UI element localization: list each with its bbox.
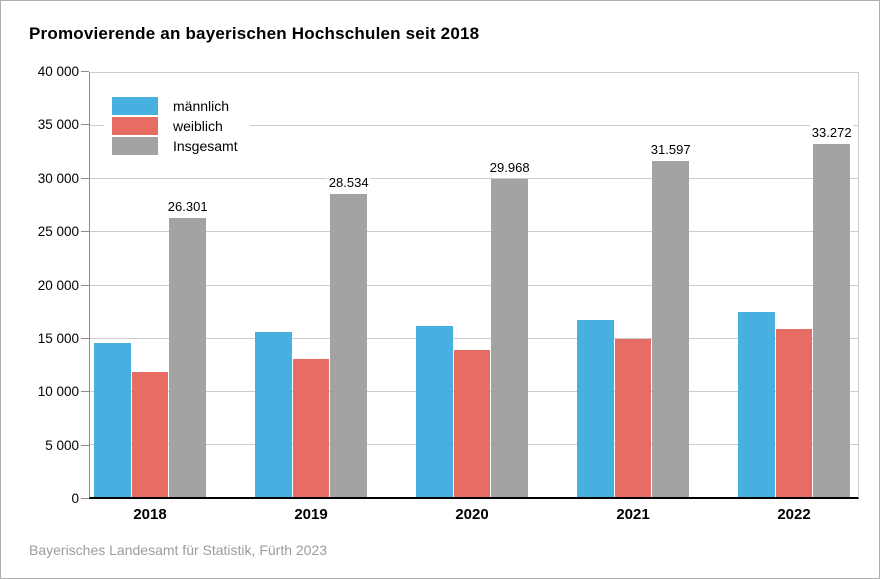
bar-group-2022: 33.272 2022 — [738, 72, 854, 523]
bar-männlich-2020 — [416, 325, 453, 497]
legend-swatch-weiblich — [112, 117, 158, 135]
legend-label-maennlich: männlich — [173, 98, 230, 114]
y-axis-label: 25 000 — [37, 224, 79, 240]
y-axis-label: 35 000 — [37, 117, 79, 133]
y-axis-label: 5 000 — [45, 437, 79, 453]
y-axis-tick — [81, 444, 89, 446]
bar-Insgesamt-2020: 29.968 — [487, 159, 532, 497]
chart-title: Promovierende an bayerischen Hochschulen… — [29, 24, 480, 43]
gridline-35000 — [90, 125, 858, 127]
y-axis-tick — [81, 71, 89, 72]
y-axis-label: 15 000 — [37, 330, 79, 346]
y-axis-label: 20 000 — [37, 277, 79, 293]
x-axis-label: 2020 — [455, 506, 489, 523]
bar-Insgesamt-2022: 33.272 — [809, 124, 854, 497]
y-axis: 0 5 000 10 000 15 000 20 000 25 000 30 000 35 0… — [1, 64, 89, 506]
bar-weiblich-2020 — [453, 349, 491, 497]
gridline-40000 — [90, 72, 858, 73]
gridline-15000 — [90, 337, 858, 339]
bar-groups: 26.301 2018 28.534 2019 29.968 2020 31.597 2021… — [90, 72, 858, 523]
bar-weiblich-2022 — [775, 329, 813, 497]
bar-group-2018: 26.301 2018 — [94, 72, 210, 523]
y-axis-tick — [81, 231, 89, 233]
bar-männlich-2022 — [738, 311, 775, 497]
bar-group-2020: 29.968 2020 — [416, 72, 532, 523]
bar-männlich-2021 — [577, 319, 614, 497]
y-axis-label: 40 000 — [37, 64, 79, 79]
x-axis-label: 2022 — [777, 506, 811, 523]
y-axis-tick — [81, 391, 89, 393]
y-axis-label: 30 000 — [37, 170, 79, 186]
bar-Insgesamt-2019: 28.534 — [326, 174, 371, 497]
y-axis-label: 0 — [71, 491, 79, 506]
x-axis-label: 2019 — [294, 506, 328, 523]
bar-weiblich-2018 — [131, 371, 169, 497]
bar-value-label: 29.968 — [487, 159, 532, 175]
legend-swatch-insgesamt — [112, 137, 158, 155]
x-axis-label: 2021 — [616, 506, 650, 523]
legend-label-weiblich: weiblich — [173, 118, 223, 134]
bar-value-label: 28.534 — [326, 174, 371, 190]
bar-Insgesamt-2021: 31.597 — [648, 142, 693, 497]
legend-item-maennlich: männlich — [112, 97, 238, 115]
y-axis-tick — [81, 124, 89, 126]
y-axis-tick — [81, 284, 89, 286]
plot-area: 26.301 2018 28.534 2019 29.968 2020 31.597 2021… — [89, 72, 859, 523]
legend-label-insgesamt: Insgesamt — [173, 138, 238, 154]
gridline-25000 — [90, 231, 858, 233]
y-axis-tick — [81, 498, 89, 499]
bar-value-label: 26.301 — [165, 198, 210, 214]
bar-männlich-2019 — [255, 332, 292, 497]
y-axis-tick — [81, 337, 89, 339]
bar-group-2021: 31.597 2021 — [577, 72, 693, 523]
y-axis-tick — [81, 177, 89, 179]
legend-item-weiblich: weiblich — [112, 117, 238, 135]
legend-swatch-maennlich — [112, 97, 158, 115]
y-axis-label: 10 000 — [37, 384, 79, 400]
bar-value-label: 33.272 — [809, 124, 854, 140]
legend: männlich weiblich Insgesamt — [104, 91, 250, 161]
gridline-20000 — [90, 284, 858, 286]
bar-Insgesamt-2018: 26.301 — [165, 198, 210, 497]
source-note: Bayerisches Landesamt für Statistik, Für… — [29, 542, 328, 558]
gridline-30000 — [90, 178, 858, 180]
legend-item-insgesamt: Insgesamt — [112, 137, 238, 155]
bar-group-2019: 28.534 2019 — [255, 72, 371, 523]
bar-value-label: 31.597 — [648, 142, 693, 158]
bar-weiblich-2019 — [292, 358, 330, 497]
bar-weiblich-2021 — [614, 339, 652, 497]
bar-männlich-2018 — [94, 342, 131, 497]
x-axis-label: 2018 — [133, 506, 167, 523]
